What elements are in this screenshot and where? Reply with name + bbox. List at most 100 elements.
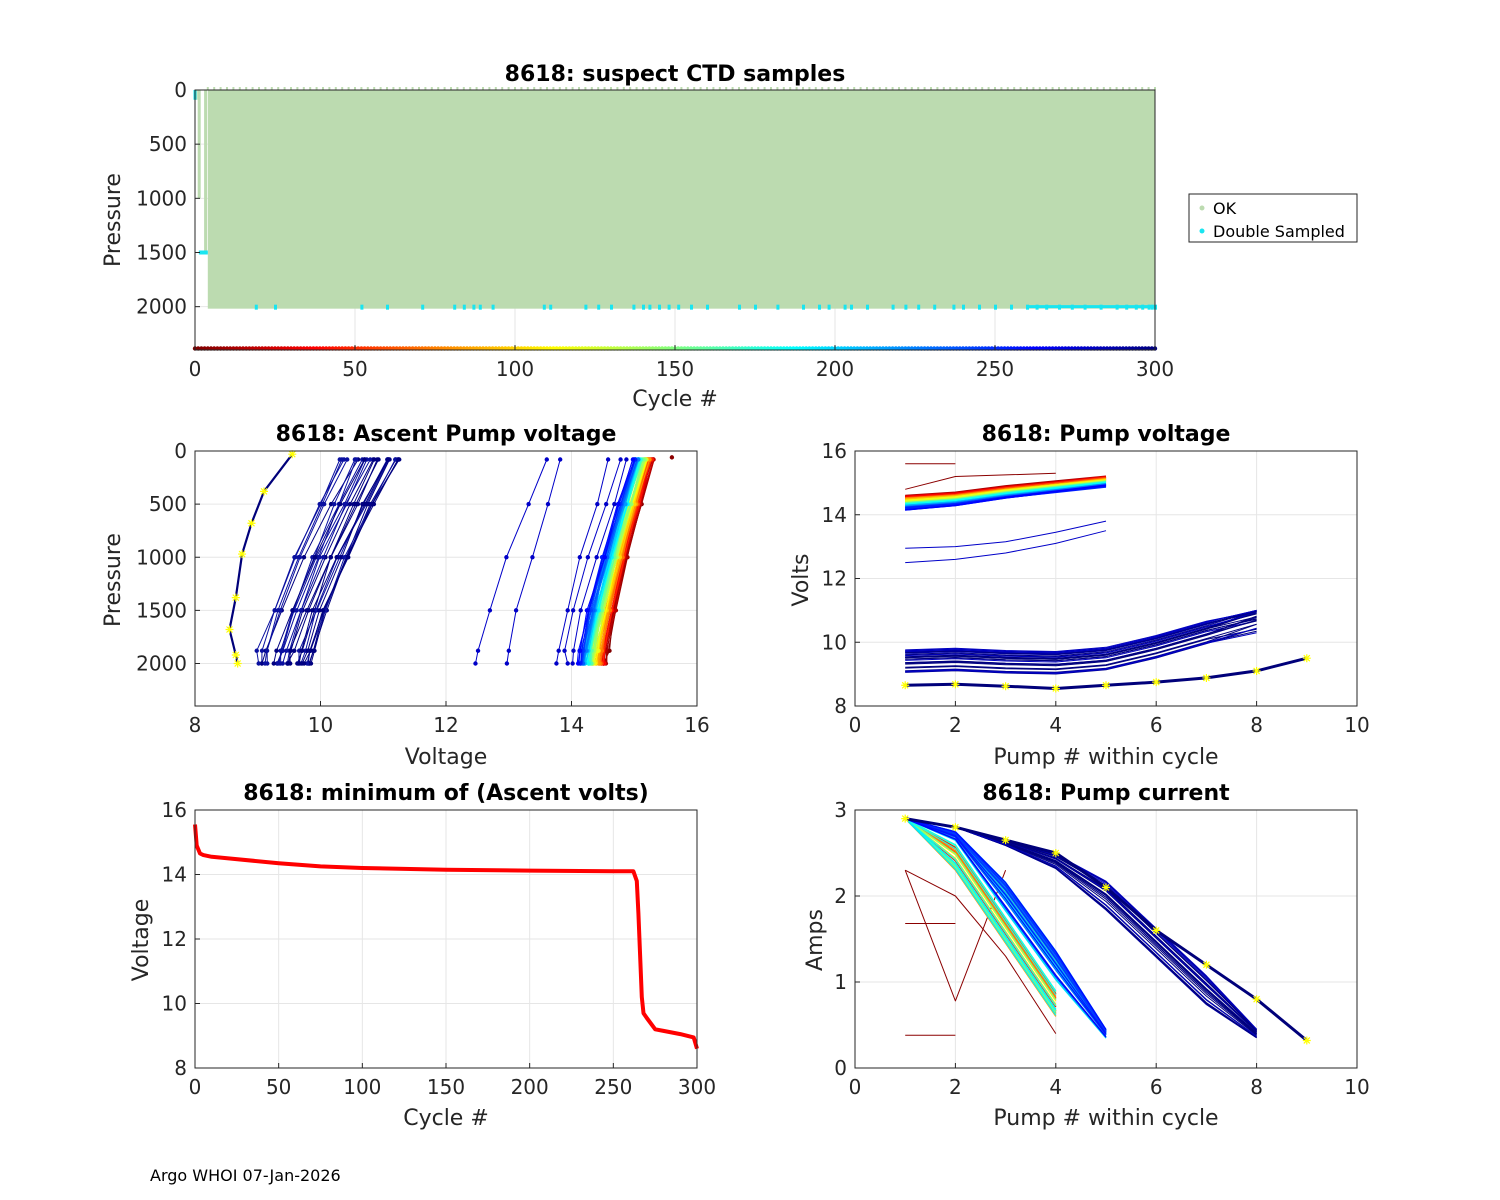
ascent-point: [301, 555, 307, 560]
x-tick-label: 4: [1049, 1075, 1062, 1099]
ascent-point: [320, 608, 326, 613]
ascent-point: [312, 555, 318, 560]
ascent-point: [612, 501, 617, 507]
double-sampled-point: [584, 304, 588, 310]
ascent-point: [565, 661, 570, 666]
ascent-point: [385, 457, 391, 462]
ascent-point: [341, 457, 347, 462]
y-tick-label: 16: [822, 439, 847, 463]
star-marker: [1152, 926, 1161, 935]
pump-voltage-line: [905, 530, 1107, 564]
ascent-point: [585, 555, 591, 560]
x-tick-label: 0: [849, 1075, 862, 1099]
x-tick-label: 12: [433, 713, 458, 737]
ascent-profile-line: [301, 459, 389, 664]
pump-voltage-line: [905, 610, 1257, 659]
star-marker: [1102, 681, 1110, 690]
pump-current-line: [904, 818, 1107, 1035]
x-tick-label: 8: [1250, 1075, 1263, 1099]
x-tick-label: 6: [1150, 713, 1163, 737]
ascent-point: [279, 648, 284, 653]
ascent-point: [285, 661, 290, 666]
double-sampled-point: [904, 304, 908, 310]
double-sampled-point: [827, 304, 831, 310]
ascent-point: [320, 555, 326, 560]
ascent-profile-line: [261, 459, 359, 664]
ascent-point: [578, 608, 583, 613]
double-sampled-point: [386, 304, 389, 310]
ascent-point: [605, 457, 611, 462]
x-tick-label: 4: [1049, 713, 1062, 737]
star-marker: [1202, 673, 1211, 682]
y-tick-label: 10: [822, 630, 847, 654]
legend-marker-double-sampled: [1199, 228, 1205, 234]
star-marker: [1302, 1036, 1311, 1045]
ascent-point: [264, 648, 270, 653]
ascent-point: [345, 457, 350, 462]
ascent-point: [487, 608, 493, 613]
ascent-point: [352, 457, 358, 462]
ascent-profile-line: [309, 459, 400, 664]
pump-voltage-line: [905, 612, 1257, 658]
ascent-point: [504, 661, 510, 666]
x-tick-label: 0: [189, 357, 202, 381]
ascent-profile-line: [300, 459, 390, 664]
star-marker: [1102, 883, 1110, 892]
ascent-point: [473, 661, 478, 666]
x-axis-label: Pump # within cycle: [993, 745, 1218, 770]
star-marker: [231, 651, 240, 659]
y-tick-label: 2000: [136, 295, 187, 319]
double-sampled-point: [738, 304, 741, 310]
double-sampled-point: [453, 304, 457, 310]
double-sampled-point: [952, 304, 956, 310]
pump-current-line: [905, 818, 1107, 1033]
ascent-profile-line: [303, 459, 399, 664]
pump-voltage-line: [905, 616, 1257, 665]
x-tick-label: 250: [976, 357, 1014, 381]
x-tick-label: 16: [684, 713, 709, 737]
ascent-point: [347, 501, 353, 507]
chart-title: 8618: minimum of (Ascent volts): [243, 781, 649, 806]
star-marker: [225, 625, 234, 634]
ascent-point: [624, 457, 629, 462]
ascent-profile-line: [564, 459, 622, 664]
panel-minimum-ascent-volts: 0 50 100 150 200 250 300 8 10 12 14 16 8618: minimu…: [129, 781, 716, 1131]
ascent-point: [530, 555, 535, 560]
ascent-point: [259, 648, 265, 653]
ascent-profile-line: [308, 459, 399, 664]
ascent-point: [355, 501, 361, 507]
double-sampled-point: [254, 304, 258, 310]
pump-current-line: [904, 818, 1057, 1016]
x-tick-label: 50: [342, 357, 367, 381]
double-sampled-point: [962, 304, 965, 310]
chart-title: 8618: suspect CTD samples: [505, 62, 846, 87]
y-tick-label: 500: [149, 492, 187, 516]
double-sampled-point: [850, 304, 853, 310]
ascent-point: [284, 648, 289, 653]
pump-voltage-line: [905, 612, 1257, 660]
double-sampled-point: [610, 304, 613, 310]
ascent-point: [328, 501, 334, 507]
pump-current-line: [904, 818, 1057, 998]
pump-voltage-line: [905, 609, 1257, 653]
ascent-point: [368, 457, 373, 462]
ascent-point: [321, 501, 327, 507]
ascent-point: [301, 661, 307, 666]
double-sampled-point: [843, 304, 847, 310]
y-tick-label: 12: [162, 927, 187, 951]
ascent-point: [594, 555, 599, 560]
x-axis-label: Cycle #: [403, 1106, 489, 1131]
star-marker: [247, 519, 256, 528]
y-tick-label: 2: [834, 884, 847, 908]
star-marker: [1051, 849, 1060, 857]
pump-voltage-line: [905, 609, 1257, 655]
ascent-point: [256, 661, 261, 666]
y-tick-label: 8: [174, 1056, 187, 1080]
ascent-point: [292, 648, 297, 653]
x-tick-label: 10: [1344, 1075, 1369, 1099]
ascent-point: [396, 457, 401, 462]
star-marker: [260, 487, 269, 496]
pump-current-line: [904, 818, 1057, 1010]
ok-samples-region: [207, 90, 1156, 309]
ascent-point: [370, 501, 375, 507]
